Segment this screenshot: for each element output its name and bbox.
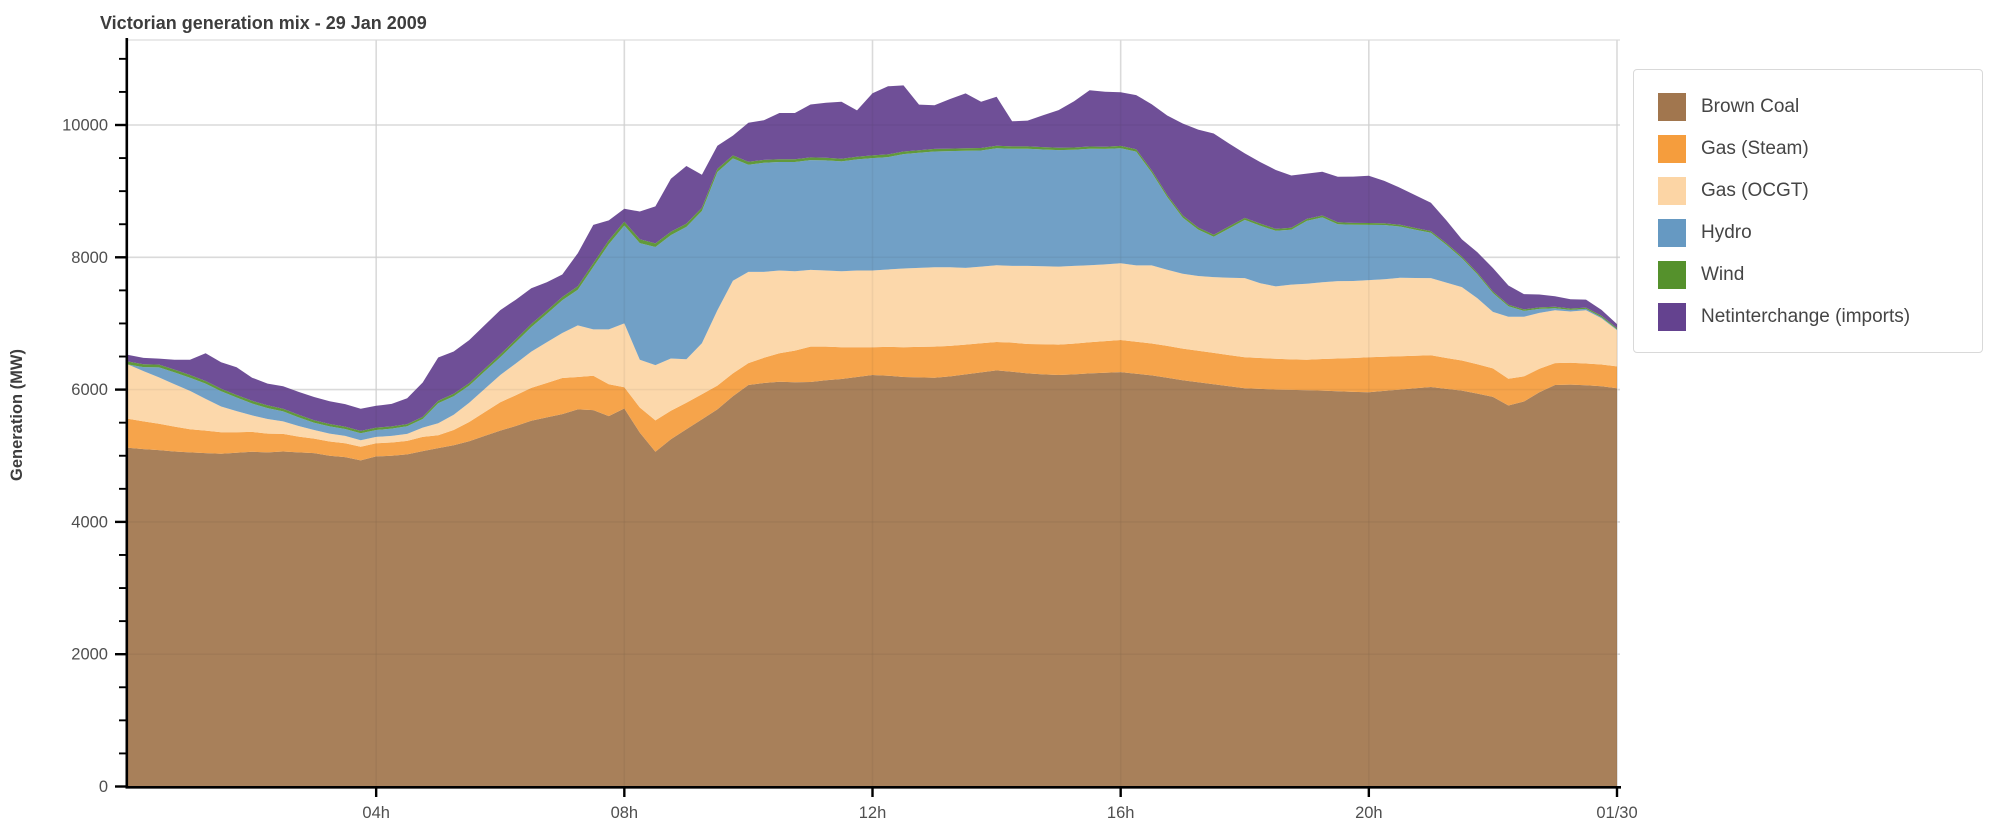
x-tick-label: 04h <box>362 804 390 822</box>
legend-swatch-icon-gas-ocgt <box>1658 177 1686 205</box>
y-tick-label: 10000 <box>62 117 108 135</box>
area-hydro <box>128 148 1617 441</box>
x-tick-label: 08h <box>611 804 639 822</box>
x-tick-label: 12h <box>859 804 887 822</box>
y-tick-label: 2000 <box>71 646 108 664</box>
area-gas-steam <box>128 340 1617 461</box>
legend-item-brown-coal: Brown Coal <box>1658 93 1982 121</box>
legend-label-gas-ocgt: Gas (OCGT) <box>1701 180 1809 201</box>
legend-swatch-icon-wind <box>1658 261 1686 289</box>
axis-tick-labels: 0 2000 4000 6000 8000 10000 04h 08h 12h 16h 20h 01/… <box>62 117 1638 823</box>
legend-label-brown-coal: Brown Coal <box>1701 96 1800 117</box>
legend-item-gas-ocgt: Gas (OCGT) <box>1658 177 1982 205</box>
chart-title: Victorian generation mix - 29 Jan 2009 <box>100 13 427 33</box>
x-tick-label: 20h <box>1355 804 1383 822</box>
y-tick-label: 0 <box>99 778 108 796</box>
x-tick-label: 16h <box>1107 804 1135 822</box>
y-tick-label: 6000 <box>71 381 108 399</box>
axis-ticks <box>115 57 1619 797</box>
legend-label-netinterchange-imports: Netinterchange (imports) <box>1701 306 1911 327</box>
legend-item-wind: Wind <box>1658 261 1982 289</box>
legend-label-gas-steam: Gas (Steam) <box>1701 138 1809 159</box>
legend: Brown Coal Gas (Steam) Gas (OCGT) Hydro Wind… <box>1633 69 1983 353</box>
legend-item-hydro: Hydro <box>1658 219 1982 247</box>
legend-label-hydro: Hydro <box>1701 222 1752 243</box>
legend-label-wind: Wind <box>1701 264 1745 285</box>
area-brown-coal <box>128 370 1617 787</box>
stacked-areas <box>128 85 1617 787</box>
legend-item-netinterchange-imports: Netinterchange (imports) <box>1658 303 1982 331</box>
legend-swatch-icon-hydro <box>1658 219 1686 247</box>
y-tick-label: 4000 <box>71 513 108 531</box>
gridlines-overlay <box>128 40 1620 787</box>
y-tick-label: 8000 <box>71 249 108 267</box>
legend-item-gas-steam: Gas (Steam) <box>1658 135 1982 163</box>
x-tick-label: 01/30 <box>1596 804 1637 822</box>
area-netinterchange-imports <box>128 85 1617 431</box>
legend-swatch-icon-netinterchange-imports <box>1658 303 1686 331</box>
legend-swatch-icon-brown-coal <box>1658 93 1686 121</box>
legend-swatch-icon-gas-steam <box>1658 135 1686 163</box>
y-axis-label: Generation (MW) <box>8 349 26 481</box>
axis-spines <box>125 38 1621 789</box>
area-gas-ocgt <box>128 263 1617 447</box>
